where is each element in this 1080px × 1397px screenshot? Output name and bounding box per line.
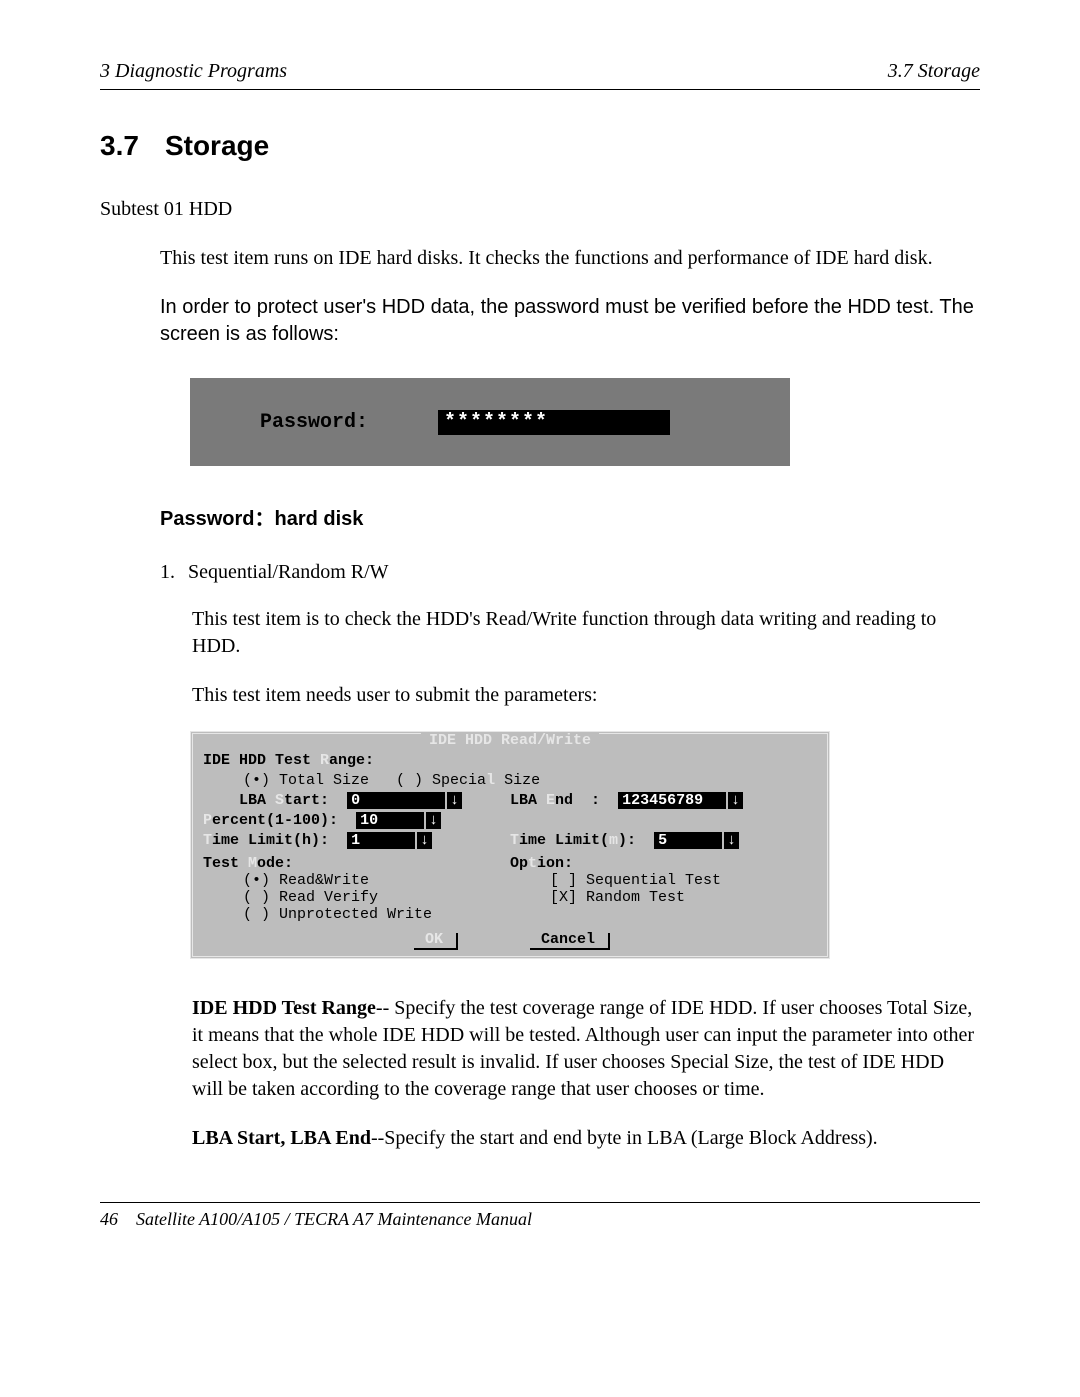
- dos-lba-start-input[interactable]: 0: [347, 792, 445, 809]
- header-right: 3.7 Storage: [888, 60, 980, 83]
- dos-title: IDE HDD Read/Write: [421, 732, 599, 749]
- paragraph-6: LBA Start, LBA End--Specify the start an…: [192, 1125, 980, 1152]
- section-name: Storage: [165, 130, 269, 161]
- spinner-icon[interactable]: ↓: [728, 792, 743, 809]
- password-screenshot: Password: ********: [190, 378, 790, 466]
- list-item-1: 1.Sequential/Random R/W: [160, 561, 980, 584]
- spinner-icon[interactable]: ↓: [417, 832, 432, 849]
- dos-range-total[interactable]: (•) Total Size: [243, 772, 369, 789]
- dos-option-label: Option:: [510, 855, 573, 872]
- spinner-icon[interactable]: ↓: [447, 792, 462, 809]
- dos-range-special[interactable]: ( ) Special Size: [396, 772, 540, 789]
- dos-mode-readwrite[interactable]: (•) Read&Write: [243, 872, 510, 889]
- dos-percent-input[interactable]: 10: [356, 812, 424, 829]
- list-number: 1.: [160, 561, 188, 584]
- dos-lba-start-label: LBA Start:: [239, 792, 329, 809]
- header-rule: [100, 89, 980, 90]
- dos-option-sequential[interactable]: [ ] Sequential Test: [550, 872, 817, 889]
- paragraph-4: This test item needs user to submit the …: [192, 682, 980, 709]
- cancel-button[interactable]: Cancel: [528, 931, 608, 948]
- paragraph-3: This test item is to check the HDD's Rea…: [192, 606, 980, 660]
- spinner-icon[interactable]: ↓: [724, 832, 739, 849]
- dos-time-m-input[interactable]: 5: [654, 832, 722, 849]
- dos-mode-readverify[interactable]: ( ) Read Verify: [243, 889, 510, 906]
- p6-lead: LBA Start, LBA End: [192, 1127, 371, 1149]
- dos-range-label: IDE HDD Test Range:: [203, 752, 374, 769]
- footer: 46 Satellite A100/A105 / TECRA A7 Mainten…: [100, 1209, 980, 1230]
- dos-mode-label: Test Mode:: [203, 855, 293, 872]
- paragraph-5: IDE HDD Test Range-- Specify the test co…: [192, 995, 980, 1103]
- dos-percent-label: Percent(1-100):: [203, 812, 338, 829]
- dos-lba-end-label: LBA End :: [510, 792, 600, 809]
- header-left: 3 Diagnostic Programs: [100, 60, 287, 83]
- dos-time-m-label: Time Limit(m):: [510, 832, 636, 849]
- dos-time-h-label: Time Limit(h):: [203, 832, 329, 849]
- subtest-heading: Subtest 01 HDD: [100, 198, 980, 221]
- section-number: 3.7: [100, 130, 139, 162]
- dos-mode-unprotected[interactable]: ( ) Unprotected Write: [243, 906, 510, 923]
- spinner-icon[interactable]: ↓: [426, 812, 441, 829]
- footer-rule: [100, 1202, 980, 1203]
- page-number: 46: [100, 1209, 118, 1229]
- paragraph-2: In order to protect user's HDD data, the…: [160, 294, 980, 348]
- dos-dialog-screenshot: IDE HDD Read/Write IDE HDD Test Range: (…: [190, 731, 830, 959]
- p5-lead: IDE HDD Test Range: [192, 997, 376, 1019]
- ok-button[interactable]: OK: [412, 931, 456, 948]
- dos-option-random[interactable]: [X] Random Test: [550, 889, 817, 906]
- dos-time-h-input[interactable]: 1: [347, 832, 415, 849]
- paragraph-1: This test item runs on IDE hard disks. I…: [160, 245, 980, 272]
- list-title: Sequential/Random R/W: [188, 561, 389, 583]
- section-title: 3.7 Storage: [100, 130, 980, 162]
- password-value: ********: [438, 410, 670, 435]
- p6-rest: --Specify the start and end byte in LBA …: [371, 1127, 878, 1149]
- password-label: Password:: [260, 411, 368, 434]
- password-subheading: Password：hard disk: [160, 502, 980, 531]
- footer-title: Satellite A100/A105 / TECRA A7 Maintenan…: [136, 1209, 532, 1229]
- dos-lba-end-input[interactable]: 123456789: [618, 792, 726, 809]
